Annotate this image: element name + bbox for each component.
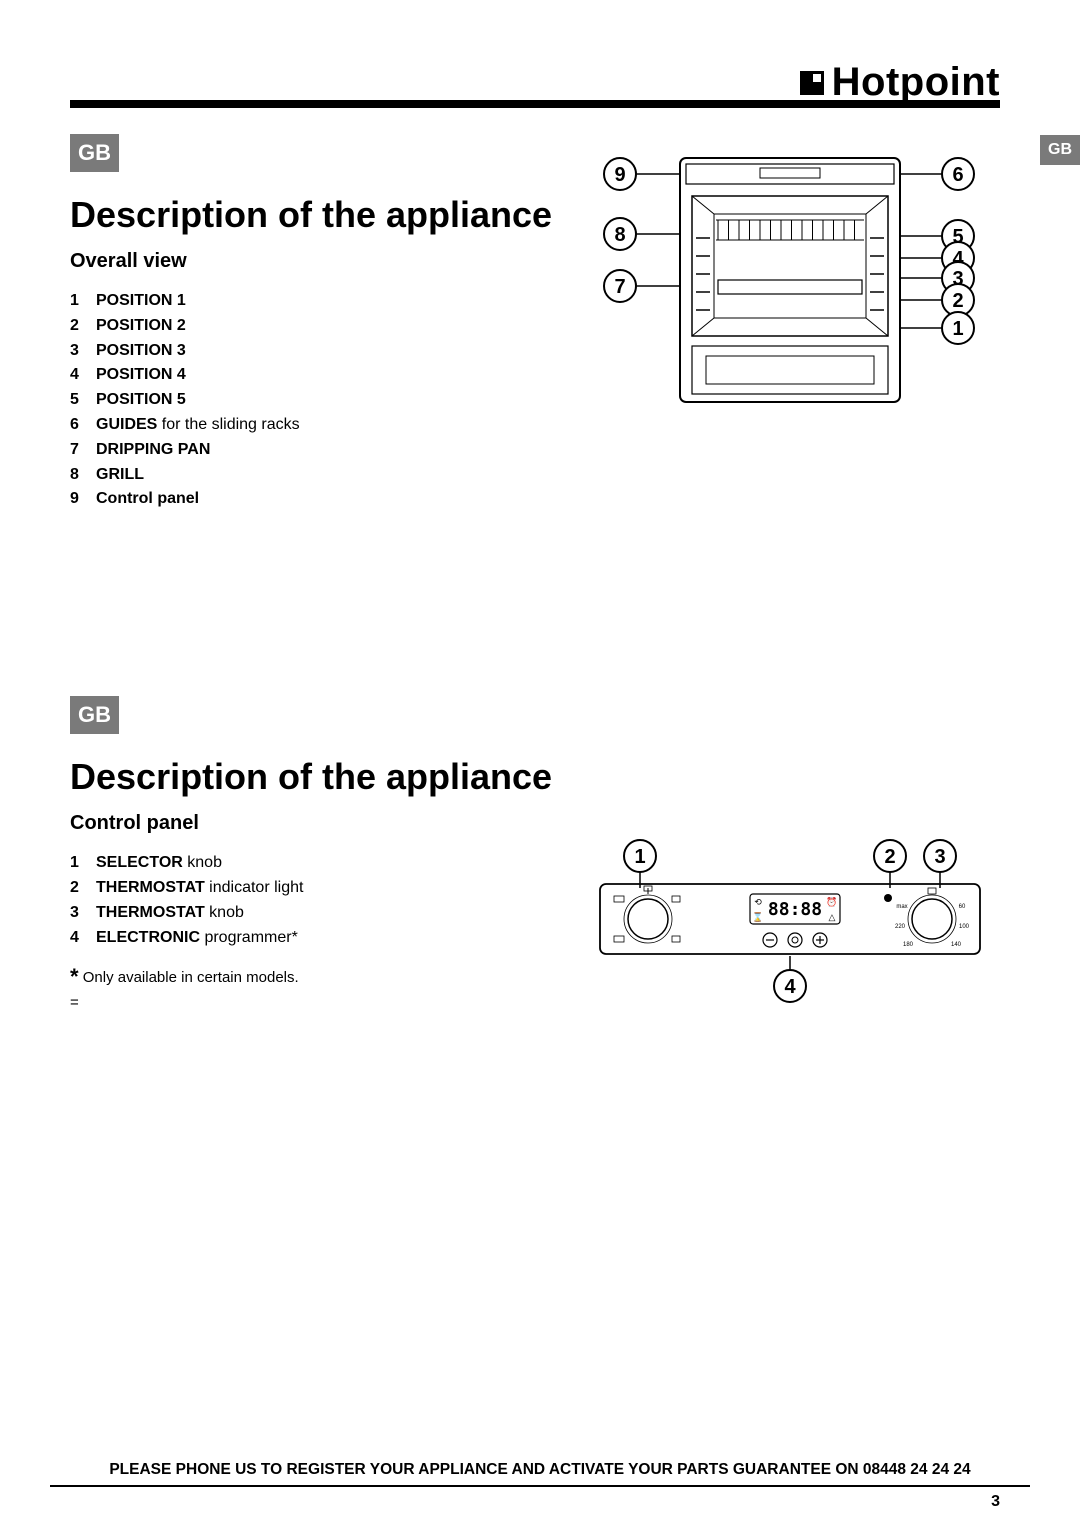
legend-text: POSITION 4 [96,363,186,388]
legend-rest: indicator light [205,879,304,896]
legend-rest: knob [205,904,244,921]
legend-text: ELECTRONIC programmer* [96,926,298,951]
footnote-star: * [70,964,79,989]
side-language-tab: GB [1040,135,1080,165]
manual-page: Hotpoint GB GB Description of the applia… [0,0,1080,1527]
svg-text:180: 180 [903,942,914,948]
svg-text:⟲: ⟲ [754,897,762,907]
legend-text: DRIPPING PAN [96,438,210,463]
svg-text:⌛: ⌛ [752,911,763,922]
legend-bold: POSITION 1 [96,292,186,309]
legend-text: POSITION 3 [96,339,186,364]
legend-rest: programmer* [200,929,298,946]
svg-text:2: 2 [884,846,895,868]
legend-text: POSITION 1 [96,289,186,314]
legend-number: 1 [70,851,86,876]
section-subtitle: Control panel [70,812,1000,835]
svg-text:△: △ [829,912,836,922]
legend-number: 4 [70,926,86,951]
legend-bold: POSITION 3 [96,342,186,359]
legend-item: 9 Control panel [70,487,1000,512]
legend-number: 7 [70,438,86,463]
section-title: Description of the appliance [70,756,1000,798]
svg-text:140: 140 [951,942,962,948]
legend-bold: POSITION 4 [96,366,186,383]
legend-text: POSITION 2 [96,314,186,339]
control-panel-diagram: 88:88 ⟲ ⌛ ⏰ △ max 220 180 60 100 140 1 2 3 4 [580,838,1000,1008]
svg-text:3: 3 [934,846,945,868]
oven-diagram: 987654321 [580,150,1000,410]
legend-rest: knob [183,854,222,871]
legend-item: 8 GRILL [70,463,1000,488]
legend-text: Control panel [96,487,199,512]
svg-text:100: 100 [959,924,970,930]
legend-text: GRILL [96,463,144,488]
legend-bold: SELECTOR [96,854,183,871]
legend-text: SELECTOR knob [96,851,222,876]
legend-bold: GUIDES [96,416,157,433]
svg-text:7: 7 [614,276,625,298]
legend-bold: ELECTRONIC [96,929,200,946]
legend-bold: THERMOSTAT [96,879,205,896]
svg-text:1: 1 [952,318,963,340]
legend-text: THERMOSTAT knob [96,901,244,926]
legend-text: POSITION 5 [96,388,186,413]
svg-text:6: 6 [952,164,963,186]
header-rule [70,100,1000,108]
legend-number: 3 [70,901,86,926]
svg-text:1: 1 [634,846,645,868]
svg-text:4: 4 [784,976,796,998]
legend-bold: GRILL [96,466,144,483]
legend-number: 4 [70,363,86,388]
legend-number: 9 [70,487,86,512]
footer-text: PLEASE PHONE US TO REGISTER YOUR APPLIAN… [50,1461,1030,1479]
legend-rest: for the sliding racks [157,416,299,433]
language-badge: GB [70,696,119,734]
legend-item: 7 DRIPPING PAN [70,438,1000,463]
page-footer: PLEASE PHONE US TO REGISTER YOUR APPLIAN… [50,1461,1030,1491]
svg-text:88:88: 88:88 [768,899,822,920]
legend-number: 6 [70,413,86,438]
legend-text: GUIDES for the sliding racks [96,413,300,438]
legend-bold: DRIPPING PAN [96,441,210,458]
svg-text:60: 60 [959,904,966,910]
footer-rule [50,1485,1030,1487]
footnote-text: Only available in certain models. [79,969,299,986]
brand-logo: Hotpoint [800,60,1000,105]
brand-name: Hotpoint [832,60,1000,105]
legend-number: 3 [70,339,86,364]
legend-number: 2 [70,314,86,339]
svg-text:max: max [896,904,907,910]
svg-text:⏰: ⏰ [826,896,837,907]
svg-text:220: 220 [895,924,906,930]
legend-bold: POSITION 2 [96,317,186,334]
svg-text:2: 2 [952,290,963,312]
legend-number: 2 [70,876,86,901]
language-badge: GB [70,134,119,172]
svg-text:9: 9 [614,164,625,186]
brand-icon [800,71,824,95]
legend-text: THERMOSTAT indicator light [96,876,303,901]
legend-bold: THERMOSTAT [96,904,205,921]
page-number: 3 [991,1493,1000,1511]
svg-text:8: 8 [614,224,625,246]
legend-number: 5 [70,388,86,413]
legend-number: 8 [70,463,86,488]
legend-item: 6 GUIDES for the sliding racks [70,413,1000,438]
legend-bold: POSITION 5 [96,391,186,408]
legend-number: 1 [70,289,86,314]
legend-bold: Control panel [96,490,199,507]
